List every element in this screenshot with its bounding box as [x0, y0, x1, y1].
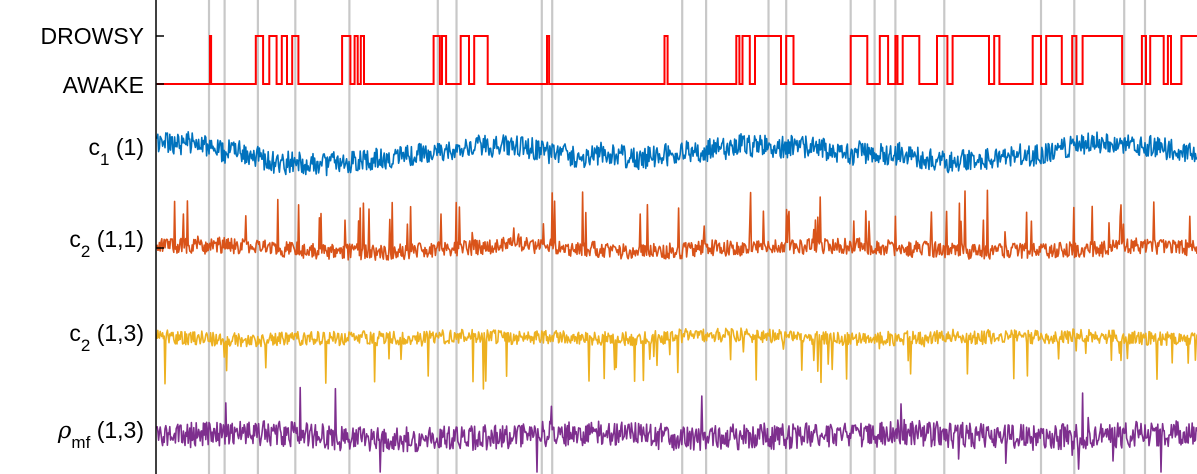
row-label-rho-sub: mf — [71, 433, 90, 452]
row-label-rho-base: ρ — [57, 418, 72, 444]
y-tick-label-drowsy: DROWSY — [41, 23, 145, 49]
y-tick-label-awake: AWAKE — [63, 72, 144, 98]
trace-lines — [156, 131, 1197, 473]
row-label-c2-13-suffix: (1,3) — [90, 320, 144, 346]
row-label-c2-11-base: c — [69, 226, 81, 252]
row-label-c1-base: c — [89, 134, 101, 160]
row-label-c2-11-sub: 2 — [81, 242, 90, 261]
row-label-rho: ρmf (1,3) — [57, 417, 144, 452]
row-label-c2-11: c2 (1,1) — [69, 226, 144, 261]
row-label-c1-suffix: (1) — [110, 134, 145, 160]
trace-rho — [156, 386, 1197, 473]
trace-c2-11 — [156, 189, 1197, 261]
state-series — [157, 35, 1197, 85]
row-label-c2-13: c2 (1,3) — [69, 320, 144, 355]
row-label-c2-13-sub: 2 — [81, 336, 90, 355]
trace-c2-13 — [156, 327, 1197, 390]
row-label-c2-13-base: c — [69, 320, 81, 346]
row-label-rho-suffix: (1,3) — [90, 417, 144, 443]
row-label-c1-sub: 1 — [100, 150, 109, 169]
trace-c1 — [156, 131, 1197, 177]
state-step-line — [157, 35, 1197, 85]
y-axis — [155, 0, 164, 474]
row-label-c2-11-suffix: (1,1) — [90, 226, 144, 252]
row-label-c1: c1 (1) — [89, 134, 144, 169]
y-tick-labels: DROWSY AWAKE c1 (1) c2 (1,1) c2 (1,3) ρm… — [41, 23, 145, 452]
